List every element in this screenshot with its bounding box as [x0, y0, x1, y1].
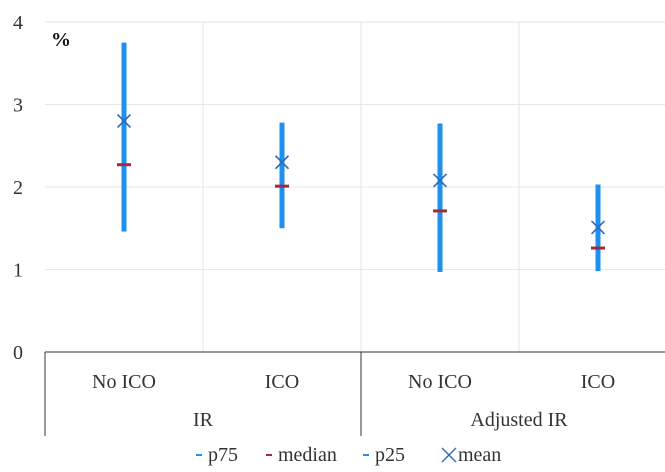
x-category-label: No ICO	[92, 371, 156, 393]
legend-swatch	[441, 447, 457, 463]
x-category-label: ICO	[265, 371, 299, 393]
mean-marker-stroke	[116, 113, 132, 129]
p25-p75-range-bar	[437, 123, 443, 272]
mean-marker	[116, 113, 132, 129]
y-tick-label: 1	[13, 260, 23, 282]
mean-marker-stroke	[274, 155, 290, 170]
chart-marks	[116, 42, 606, 272]
legend-label: p25	[375, 444, 405, 466]
legend-item-p75: p75	[196, 444, 238, 466]
legend-item-p25: p25	[363, 444, 405, 466]
x-axis-labels: No ICO ICO No ICO ICO IR Adjusted IR	[92, 371, 615, 431]
mean-marker-stroke	[590, 220, 606, 235]
legend-label: mean	[458, 444, 501, 466]
y-unit-label: %	[51, 29, 71, 51]
y-tick-label: 3	[13, 95, 23, 117]
legend-label: median	[278, 444, 337, 466]
x-category-label: No ICO	[408, 371, 472, 393]
mean-marker-stroke	[432, 173, 448, 188]
y-tick-labels: 0 1 2 3 4	[13, 12, 23, 364]
p25-p75-range-bar	[121, 42, 127, 232]
x-group-label: IR	[193, 409, 214, 431]
mean-marker	[432, 173, 448, 188]
y-tick-label: 2	[13, 177, 23, 199]
y-tick-label: 0	[13, 342, 23, 364]
gridlines	[45, 21, 665, 352]
mean-marker	[274, 155, 290, 170]
axes	[44, 351, 665, 436]
legend-item-mean: mean	[441, 444, 501, 466]
x-category-label: ICO	[581, 371, 615, 393]
legend-label: p75	[208, 444, 238, 466]
legend-item-median: median	[266, 444, 337, 466]
p25-p75-range-bar	[279, 122, 285, 229]
y-tick-label: 4	[13, 12, 23, 34]
x-group-label: Adjusted IR	[470, 409, 568, 431]
mean-marker	[590, 220, 606, 235]
legend: p75 median p25 mean	[196, 444, 501, 466]
